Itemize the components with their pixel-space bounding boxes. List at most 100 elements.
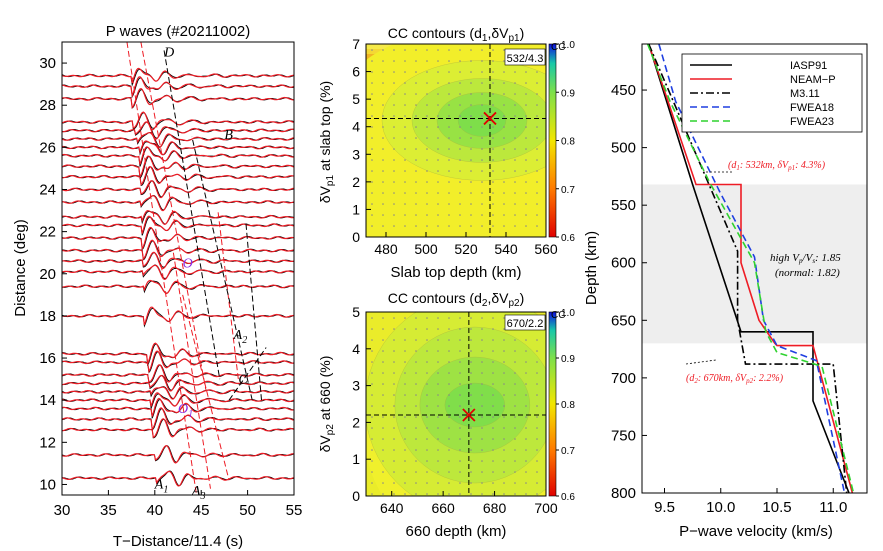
grid-dot: [514, 225, 516, 227]
grid-dot: [503, 405, 505, 407]
grid-dot: [514, 394, 516, 396]
grid-dot: [481, 203, 483, 205]
grid-dot: [470, 383, 472, 385]
grid-dot: [492, 181, 494, 183]
grid-dot: [404, 148, 406, 150]
grid-dot: [382, 449, 384, 451]
normal-annotation: (normal: 1.82): [775, 267, 840, 279]
grid-dot: [536, 170, 538, 172]
waveform-y-ticks: 10 12 14 16 18 20 22 24 26 28 30: [39, 55, 67, 493]
grid-dot: [514, 361, 516, 363]
grid-dot: [503, 71, 505, 73]
grid-dot: [536, 482, 538, 484]
grid-dot: [514, 104, 516, 106]
grid-dot: [426, 317, 428, 319]
grid-dot: [382, 148, 384, 150]
grid-dot: [437, 225, 439, 227]
grid-dot: [426, 49, 428, 51]
contour2-best-label-box: [504, 314, 546, 331]
grid-dot: [393, 148, 395, 150]
grid-dot: [415, 493, 417, 495]
grid-dot: [470, 405, 472, 407]
x-tick-label: 680: [483, 500, 507, 516]
grid-dot: [503, 339, 505, 341]
grid-dot: [371, 405, 373, 407]
grid-dot: [393, 482, 395, 484]
x-tick-label: 500: [414, 241, 438, 257]
grid-dot: [448, 482, 450, 484]
grid-dot: [404, 126, 406, 128]
grid-dot: [393, 93, 395, 95]
waveform-trace: [62, 87, 294, 109]
y-tick-label: 2: [352, 174, 360, 190]
grid-dot: [459, 427, 461, 429]
grid-dot: [492, 203, 494, 205]
grid-dot: [415, 82, 417, 84]
grid-dot: [525, 361, 527, 363]
phase-label-O: O: [183, 256, 193, 271]
phase-line: [182, 294, 230, 481]
x-tick-label: 660: [431, 500, 455, 516]
grid-dot: [459, 449, 461, 451]
grid-dot: [492, 449, 494, 451]
x-tick-label: 55: [286, 502, 303, 519]
y-tick-label: 600: [611, 255, 636, 272]
grid-dot: [459, 71, 461, 73]
grid-dot: [415, 126, 417, 128]
grid-dot: [481, 449, 483, 451]
grid-dot: [459, 159, 461, 161]
grid-dot: [503, 225, 505, 227]
grid-dot: [371, 115, 373, 117]
d1-annotation: (d1: 532km, δVp1: 4.3%): [728, 160, 826, 172]
grid-dot: [426, 438, 428, 440]
grid-dot: [382, 383, 384, 385]
grid-dot: [481, 438, 483, 440]
grid-dot: [514, 482, 516, 484]
grid-dot: [492, 416, 494, 418]
grid-dot: [481, 482, 483, 484]
grid-dot: [470, 104, 472, 106]
grid-dot: [459, 438, 461, 440]
legend-label: FWEA23: [790, 116, 834, 128]
waveform-trace: [62, 374, 294, 391]
grid-dot: [514, 137, 516, 139]
phase-line: [228, 347, 267, 401]
colorbar-tick-label: 0.8: [561, 137, 575, 148]
grid-dot: [426, 71, 428, 73]
colorbar-tick-label: 0.7: [561, 185, 575, 196]
grid-dot: [404, 104, 406, 106]
contour1-colorbar: CC1.0 0.9 0.8 0.7 0.6: [548, 40, 575, 244]
grid-dot: [448, 438, 450, 440]
grid-dot: [492, 350, 494, 352]
grid-dot: [415, 148, 417, 150]
waveform-trace: [62, 226, 294, 251]
grid-dot: [404, 159, 406, 161]
contour1-axes: 480 500 520 540 560 0 1 2 3 4 5 6 7: [352, 36, 558, 257]
grid-dot: [415, 93, 417, 95]
grid-dot: [426, 159, 428, 161]
grid-dot: [437, 317, 439, 319]
x-tick-label: 560: [534, 241, 558, 257]
grid-dot: [536, 361, 538, 363]
grid-dot: [415, 159, 417, 161]
grid-dot: [382, 225, 384, 227]
grid-dot: [437, 482, 439, 484]
grid-dot: [426, 214, 428, 216]
grid-dot: [404, 449, 406, 451]
grid-dot: [536, 115, 538, 117]
grid-dot: [448, 115, 450, 117]
grid-dot: [470, 471, 472, 473]
grid-dot: [371, 214, 373, 216]
grid-dot: [525, 350, 527, 352]
grid-dot: [371, 82, 373, 84]
waveform-y-label: Distance (deg): [12, 219, 29, 317]
grid-dot: [382, 328, 384, 330]
grid-dot: [459, 126, 461, 128]
grid-dot: [393, 214, 395, 216]
grid-dot: [382, 372, 384, 374]
contour1-best-label: 532/4.3: [507, 53, 544, 65]
grid-dot: [426, 372, 428, 374]
grid-dot: [481, 181, 483, 183]
grid-dot: [393, 49, 395, 51]
grid-dot: [393, 383, 395, 385]
